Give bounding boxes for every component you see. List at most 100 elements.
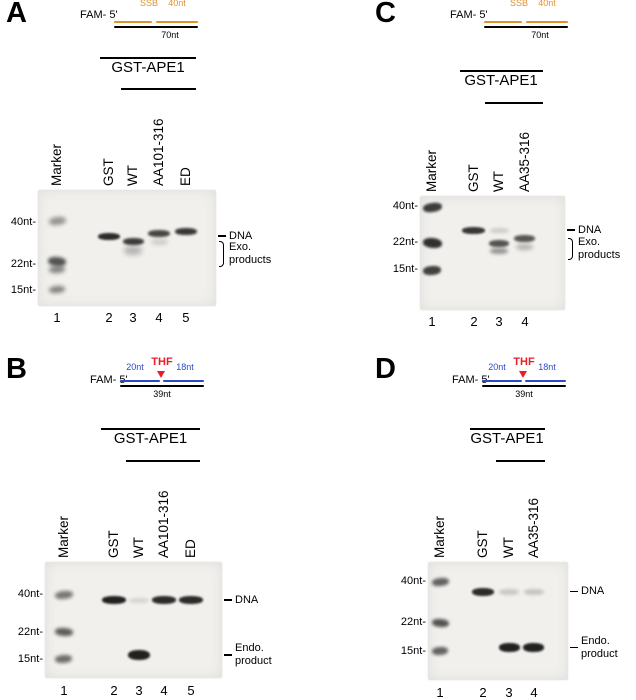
enzyme-overline	[460, 70, 543, 72]
ssb-label: SSB	[509, 0, 528, 8]
lane-label: GST	[101, 158, 117, 186]
thf-site-label: THF	[151, 356, 173, 368]
left-arm-length-label: 20nt	[126, 362, 144, 372]
lane-number: 1	[436, 685, 444, 700]
ssb-substrate-schematic: FAM- 5' SSB 40nt 70nt	[80, 0, 212, 44]
enzyme-label: GST-APE1	[470, 430, 544, 447]
panel-letter: B	[6, 353, 27, 385]
gel-band	[55, 654, 73, 664]
panel-d: D FAM- 5' THF 20nt 18nt 39nt GST-APE1 40…	[368, 352, 636, 700]
annotation-tick	[570, 590, 578, 593]
lane-number: 4	[155, 310, 163, 325]
bottom-strand	[484, 26, 568, 29]
lane-number: 2	[105, 310, 113, 325]
gel-band	[128, 597, 149, 603]
annotation-bracket	[568, 238, 573, 260]
left-arm-length-label: 20nt	[488, 362, 506, 372]
molecular-weight-label: 40nt-	[17, 587, 43, 600]
panel-a: A FAM- 5' SSB 40nt 70nt GST-APE1 40nt- 22…	[0, 0, 330, 352]
molecular-weight-label: 40nt-	[10, 215, 36, 228]
annotation-tick	[218, 235, 226, 237]
gel-band	[431, 577, 449, 587]
molecular-weight-label: 40nt-	[392, 199, 418, 212]
lane-number: 3	[495, 314, 503, 329]
gel-band	[48, 265, 66, 274]
lane-label: ED	[177, 167, 193, 186]
lane-label: WT	[125, 165, 141, 186]
duplex-length-label: 70nt	[531, 30, 549, 40]
gel-image	[428, 562, 568, 680]
gel-band	[421, 201, 443, 214]
duplex-length-label: 39nt	[153, 389, 171, 399]
top-strand-segment-left	[482, 380, 522, 383]
bottom-strand	[482, 385, 566, 388]
enzyme-label: GST-APE1	[464, 72, 538, 89]
fam-5prime-label: FAM- 5'	[452, 374, 490, 386]
molecular-weight-label: 40nt-	[400, 574, 426, 587]
lane-number: 1	[60, 683, 68, 698]
molecular-weight-label: 15nt-	[400, 645, 426, 658]
gel-band	[48, 285, 66, 295]
annotation-label: DNA	[229, 229, 253, 242]
molecular-weight-label: 15nt-	[17, 653, 43, 666]
lane-label: AA101-316	[151, 118, 167, 186]
right-arm-length-label: 18nt	[538, 362, 556, 372]
lane-number: 1	[428, 314, 436, 329]
lane-number: 3	[135, 683, 143, 698]
top-strand-segment-left	[120, 380, 160, 383]
top-strand-segment-right	[526, 21, 568, 24]
gel-band	[124, 246, 143, 256]
annotation-label: Exo. products	[578, 236, 621, 261]
lane-label: WT	[491, 171, 507, 192]
thf-site-label: THF	[513, 356, 535, 368]
gel-band	[498, 643, 520, 653]
top-strand-segment-right	[163, 380, 204, 383]
ssb-substrate-schematic: FAM- 5' SSB 40nt 70nt	[450, 0, 582, 44]
annotation-label: DNA	[235, 593, 259, 606]
thf-substrate-schematic: FAM- 5' THF 20nt 18nt 39nt	[452, 356, 584, 400]
gel-band	[422, 265, 442, 276]
annotation-tick	[224, 599, 232, 601]
gel-band	[422, 236, 443, 249]
panel-letter: D	[375, 353, 396, 385]
gel-image	[420, 196, 565, 310]
lane-number: 5	[187, 683, 195, 698]
top-strand-length-label: 40nt	[538, 0, 556, 8]
enzyme-underline	[121, 88, 196, 90]
molecular-weight-label: 22nt-	[400, 616, 426, 628]
lane-number: 2	[470, 314, 478, 329]
gel-band	[122, 238, 144, 246]
panel-b: B FAM- 5' THF 20nt 18nt 39nt GST-APE1 40…	[0, 352, 330, 700]
enzyme-label: GST-APE1	[113, 430, 188, 447]
molecular-weight-label: 22nt-	[10, 258, 36, 271]
molecular-weight-label: 22nt-	[392, 235, 418, 248]
gel-band	[489, 227, 509, 233]
lane-label: GST	[465, 164, 481, 192]
enzyme-underline	[126, 460, 200, 462]
lane-label: ED	[183, 539, 199, 558]
gel-band	[179, 596, 204, 605]
lane-label: Marker	[49, 143, 65, 186]
gel-band	[54, 590, 74, 600]
gel-image	[45, 562, 222, 678]
fam-5prime-label: FAM- 5'	[90, 374, 128, 386]
enzyme-overline	[470, 428, 545, 430]
thf-site-arrow-icon	[157, 371, 165, 378]
gel-band	[516, 243, 534, 250]
gel-band	[54, 627, 74, 637]
annotation-label: Exo. products	[229, 240, 272, 266]
annotation-label: Endo. product	[581, 634, 618, 660]
gel-band	[431, 646, 449, 656]
enzyme-overline	[101, 428, 200, 430]
gel-band	[127, 650, 150, 661]
annotation-label: DNA	[578, 223, 602, 236]
right-arm-length-label: 18nt	[176, 362, 194, 372]
lane-label: Marker	[424, 149, 440, 192]
gel-band	[174, 228, 197, 236]
gel-band	[148, 230, 171, 237]
annotation-bracket	[219, 241, 224, 267]
annotation-tick	[567, 229, 575, 231]
panel-letter: A	[6, 0, 27, 29]
lane-number: 2	[479, 685, 487, 700]
